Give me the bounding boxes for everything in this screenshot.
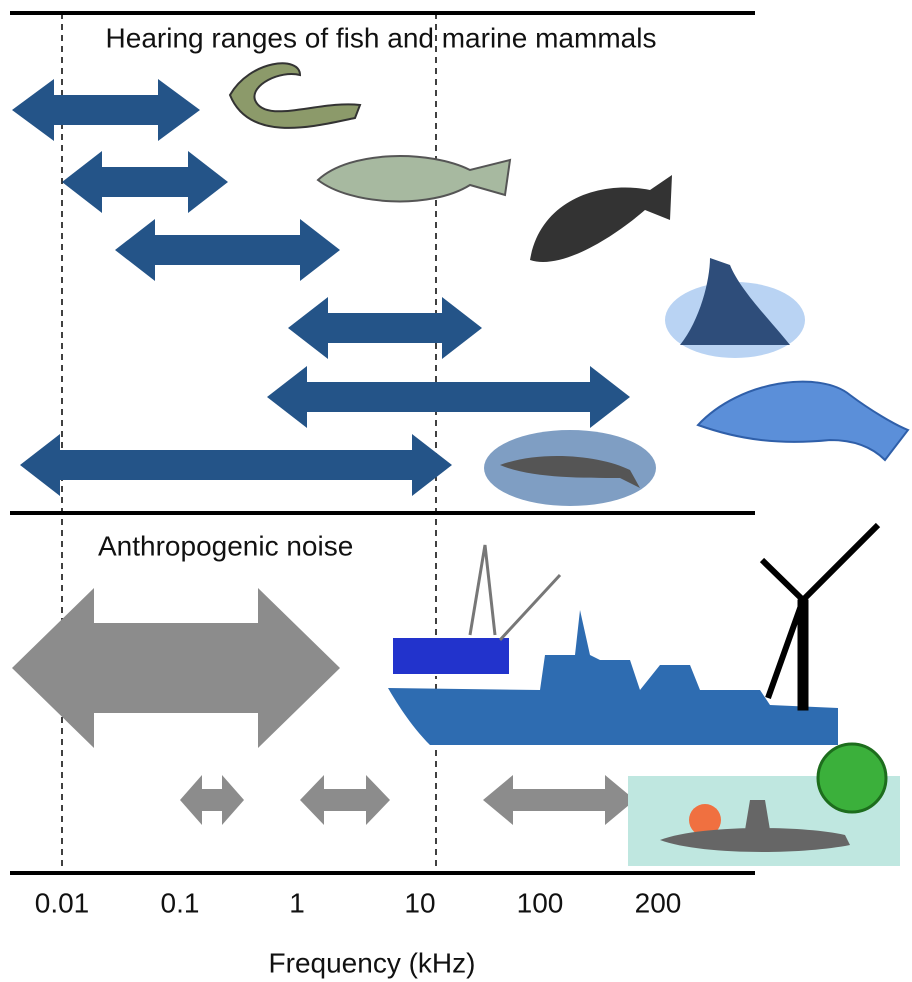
tick-label: 0.1: [161, 887, 200, 918]
range-arrow: [288, 297, 482, 359]
axis-ticks: 0.01 0.1 1 10 100 200: [35, 887, 682, 918]
title: Hearing ranges of fish and marine mammal…: [106, 22, 657, 53]
tick-label: 200: [635, 887, 682, 918]
tick-label: 1: [289, 887, 305, 918]
seal: [680, 258, 790, 345]
range-arrow: [300, 775, 390, 825]
range-arrow: [20, 434, 452, 496]
tick-label: 10: [404, 887, 435, 918]
sunset: [689, 804, 721, 836]
range-arrows: [12, 79, 635, 825]
frame: [10, 11, 755, 875]
wind-turbine: [759, 522, 881, 711]
crane: [468, 544, 562, 642]
reference-lines: [61, 13, 437, 873]
range-arrow: [483, 775, 635, 825]
submarine: [660, 800, 850, 852]
radar: [816, 742, 888, 814]
illustrations: [228, 62, 910, 866]
section-label: Anthropogenic noise: [98, 530, 353, 561]
axis-label: Frequency (kHz): [269, 947, 476, 978]
whale: [500, 455, 640, 488]
carp: [530, 175, 672, 262]
range-arrow: [115, 219, 340, 281]
ship: [388, 610, 838, 745]
platform: [391, 636, 511, 676]
range-arrow: [12, 79, 200, 141]
dolphin: [696, 380, 910, 462]
eel: [228, 62, 362, 129]
range-arrow: [12, 588, 340, 748]
cod: [316, 155, 512, 203]
range-arrow: [267, 366, 630, 428]
range-arrow: [62, 151, 228, 213]
range-arrow: [180, 775, 244, 825]
tick-label: 100: [517, 887, 564, 918]
tick-label: 0.01: [35, 887, 90, 918]
